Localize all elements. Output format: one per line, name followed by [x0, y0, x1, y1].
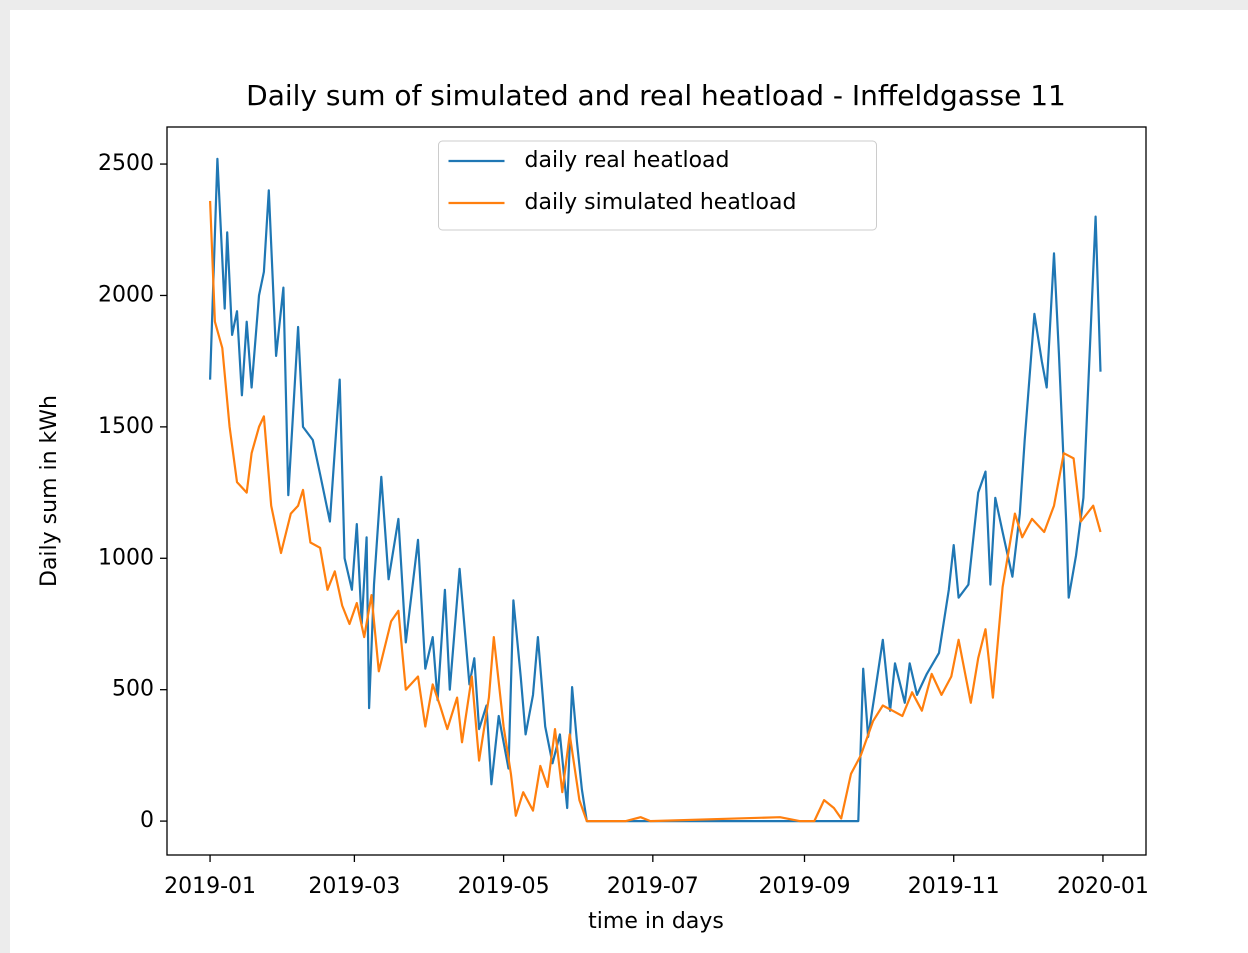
legend-label: daily real heatload	[525, 148, 730, 173]
y-tick-label: 1000	[98, 545, 154, 570]
x-tick-label: 2020-01	[1057, 874, 1149, 899]
x-tick-label: 2019-05	[458, 874, 550, 899]
legend-label: daily simulated heatload	[525, 190, 797, 215]
x-tick-label: 2019-09	[759, 874, 851, 899]
x-tick-label: 2019-11	[908, 874, 1000, 899]
chart-title: Daily sum of simulated and real heatload…	[246, 79, 1066, 112]
x-tick-label: 2019-01	[164, 874, 256, 899]
y-axis-label: Daily sum in kWh	[37, 395, 62, 587]
y-tick-label: 0	[140, 808, 154, 833]
y-tick-label: 1500	[98, 414, 154, 439]
x-tick-label: 2019-03	[308, 874, 400, 899]
data-line	[209, 157, 1102, 823]
data-line	[209, 200, 1102, 823]
y-tick-label: 2000	[98, 282, 154, 307]
plot-frame	[166, 126, 1147, 856]
x-axis-label: time in days	[588, 909, 724, 934]
x-tick-label: 2019-07	[607, 874, 699, 899]
y-tick-label: 500	[112, 677, 154, 702]
y-tick-label: 2500	[98, 151, 154, 176]
legend-box	[438, 140, 877, 231]
